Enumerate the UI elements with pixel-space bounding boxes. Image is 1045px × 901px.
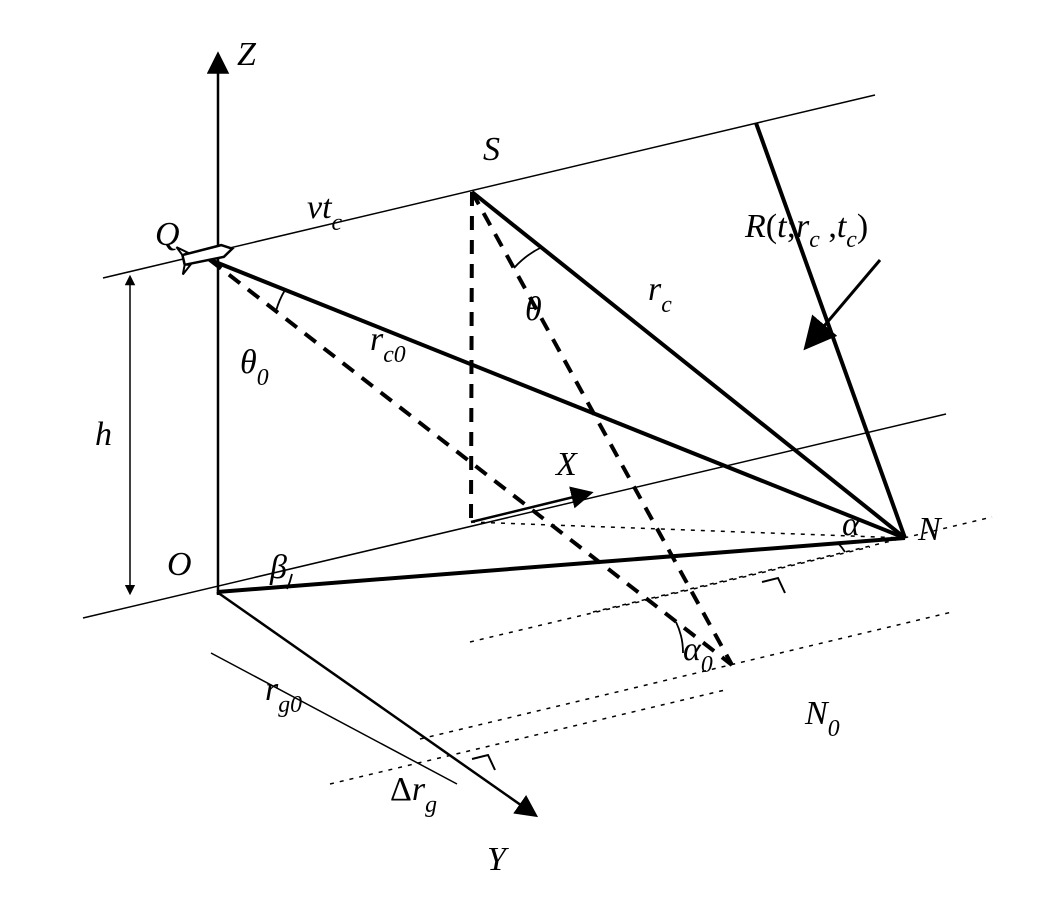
right-angle-markers [472, 578, 785, 770]
thin-lines [83, 95, 946, 784]
ground-baseline [83, 414, 946, 618]
ra-P0 [472, 755, 495, 770]
arc-alpha0 [676, 622, 683, 653]
arc-theta [514, 247, 542, 268]
label-N0: N0 [804, 695, 840, 742]
label-Y: Y [487, 841, 509, 878]
label-alpha: α [842, 506, 861, 543]
line-R [756, 123, 905, 538]
label-theta: θ [525, 291, 542, 328]
label-S: S [483, 131, 500, 168]
label-rg0: rg0 [265, 671, 302, 718]
label-Z: Z [237, 36, 257, 73]
dotted-F-parallel [470, 547, 870, 642]
line-O-N [217, 538, 905, 592]
dotted-Sfoot-N [471, 522, 905, 538]
label-rc0: rc0 [370, 321, 406, 368]
label-R: R(t;rc ,tc) [744, 208, 868, 253]
label-alpha0: α0 [683, 631, 713, 678]
arc-theta0 [276, 290, 285, 311]
label-beta: β [269, 549, 287, 586]
label-theta0: θ0 [240, 344, 269, 391]
axis-x [471, 493, 590, 522]
label-X: X [554, 446, 578, 483]
dotted-P0-parallel [330, 690, 725, 784]
label-N: N [917, 511, 943, 548]
line-S-N0 [472, 192, 732, 665]
s-vertical [471, 192, 472, 522]
line-rc0 [208, 259, 905, 538]
label-rc: rc [648, 271, 672, 318]
label-h: h [95, 416, 112, 453]
dashed-main [210, 192, 732, 665]
label-Q: Q [155, 216, 180, 253]
geometry-diagram: Z Q S X Y O N N0 h β α θ0 θ α0 νtc rc0 r… [0, 0, 1045, 901]
label-drg: Δrg [390, 771, 437, 818]
label-O: O [167, 546, 192, 583]
ra-F [762, 578, 785, 593]
